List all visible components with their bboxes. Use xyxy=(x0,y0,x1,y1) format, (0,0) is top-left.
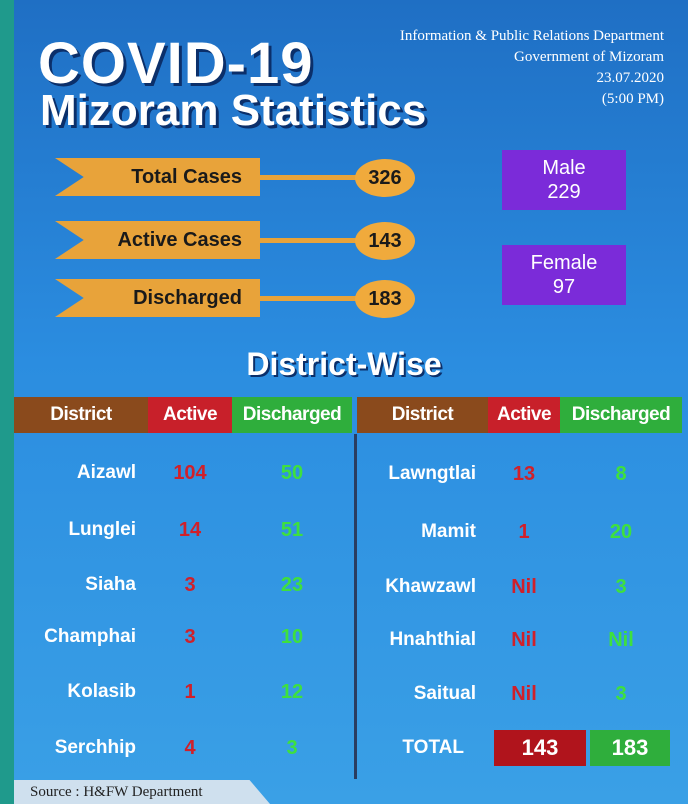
column-header: District xyxy=(14,397,148,433)
department-line: 23.07.2020 xyxy=(597,70,665,87)
connector xyxy=(255,238,365,243)
district-name: Lawngtlai xyxy=(357,460,476,488)
discharged-count: 10 xyxy=(232,623,352,651)
summary-label: Total Cases xyxy=(55,158,260,196)
active-count: 3 xyxy=(148,571,232,599)
discharged-count: Nil xyxy=(560,626,682,654)
active-count: Nil xyxy=(488,626,560,654)
column-header: Discharged xyxy=(560,397,682,433)
discharged-count: 51 xyxy=(232,516,352,544)
active-count: 13 xyxy=(488,460,560,488)
total-discharged: 183 xyxy=(590,730,670,766)
discharged-count: 50 xyxy=(232,459,352,487)
column-header: Active xyxy=(148,397,232,433)
source: Source : H&FW Department xyxy=(14,780,270,804)
summary-value: 326 xyxy=(355,159,415,197)
column-header: Active xyxy=(488,397,560,433)
gender-label: Male xyxy=(502,156,626,180)
connector xyxy=(255,175,365,180)
active-count: Nil xyxy=(488,680,560,708)
discharged-count: 8 xyxy=(560,460,682,488)
district-name: Champhai xyxy=(14,623,136,651)
gender-value: 229 xyxy=(502,180,626,204)
summary-value: 143 xyxy=(355,222,415,260)
department-line: Government of Mizoram xyxy=(514,49,664,66)
active-count: 1 xyxy=(148,678,232,706)
connector xyxy=(255,296,365,301)
department-line: Information & Public Relations Departmen… xyxy=(400,28,664,45)
discharged-count: 12 xyxy=(232,678,352,706)
section-title: District-Wise xyxy=(0,346,688,383)
discharged-count: 3 xyxy=(560,573,682,601)
summary-value: 183 xyxy=(355,280,415,318)
district-name: Lunglei xyxy=(14,516,136,544)
district-name: Kolasib xyxy=(14,678,136,706)
district-name: Aizawl xyxy=(14,459,136,487)
discharged-count: 3 xyxy=(232,734,352,762)
active-count: 3 xyxy=(148,623,232,651)
district-name: Khawzawl xyxy=(357,573,476,601)
department-line: (5:00 PM) xyxy=(602,91,664,108)
summary-label: Active Cases xyxy=(55,221,260,259)
discharged-count: 23 xyxy=(232,571,352,599)
gender-label: Female xyxy=(502,251,626,275)
side-strip xyxy=(0,0,14,804)
gender-value: 97 xyxy=(502,275,626,299)
total-active: 143 xyxy=(494,730,586,766)
district-name: Saitual xyxy=(357,680,476,708)
active-count: 1 xyxy=(488,518,560,546)
district-name: Serchhip xyxy=(14,734,136,762)
summary-label: Discharged xyxy=(55,279,260,317)
total-label: TOTAL xyxy=(357,734,464,762)
district-name: Hnahthial xyxy=(357,626,476,654)
active-count: 104 xyxy=(148,459,232,487)
discharged-count: 20 xyxy=(560,518,682,546)
active-count: Nil xyxy=(488,573,560,601)
subtitle: Mizoram Statistics xyxy=(40,86,426,136)
district-name: Siaha xyxy=(14,571,136,599)
active-count: 4 xyxy=(148,734,232,762)
discharged-count: 3 xyxy=(560,680,682,708)
column-header: Discharged xyxy=(232,397,352,433)
column-header: District xyxy=(357,397,488,433)
active-count: 14 xyxy=(148,516,232,544)
infographic: COVID-19Mizoram StatisticsInformation & … xyxy=(0,0,688,804)
district-name: Mamit xyxy=(357,518,476,546)
